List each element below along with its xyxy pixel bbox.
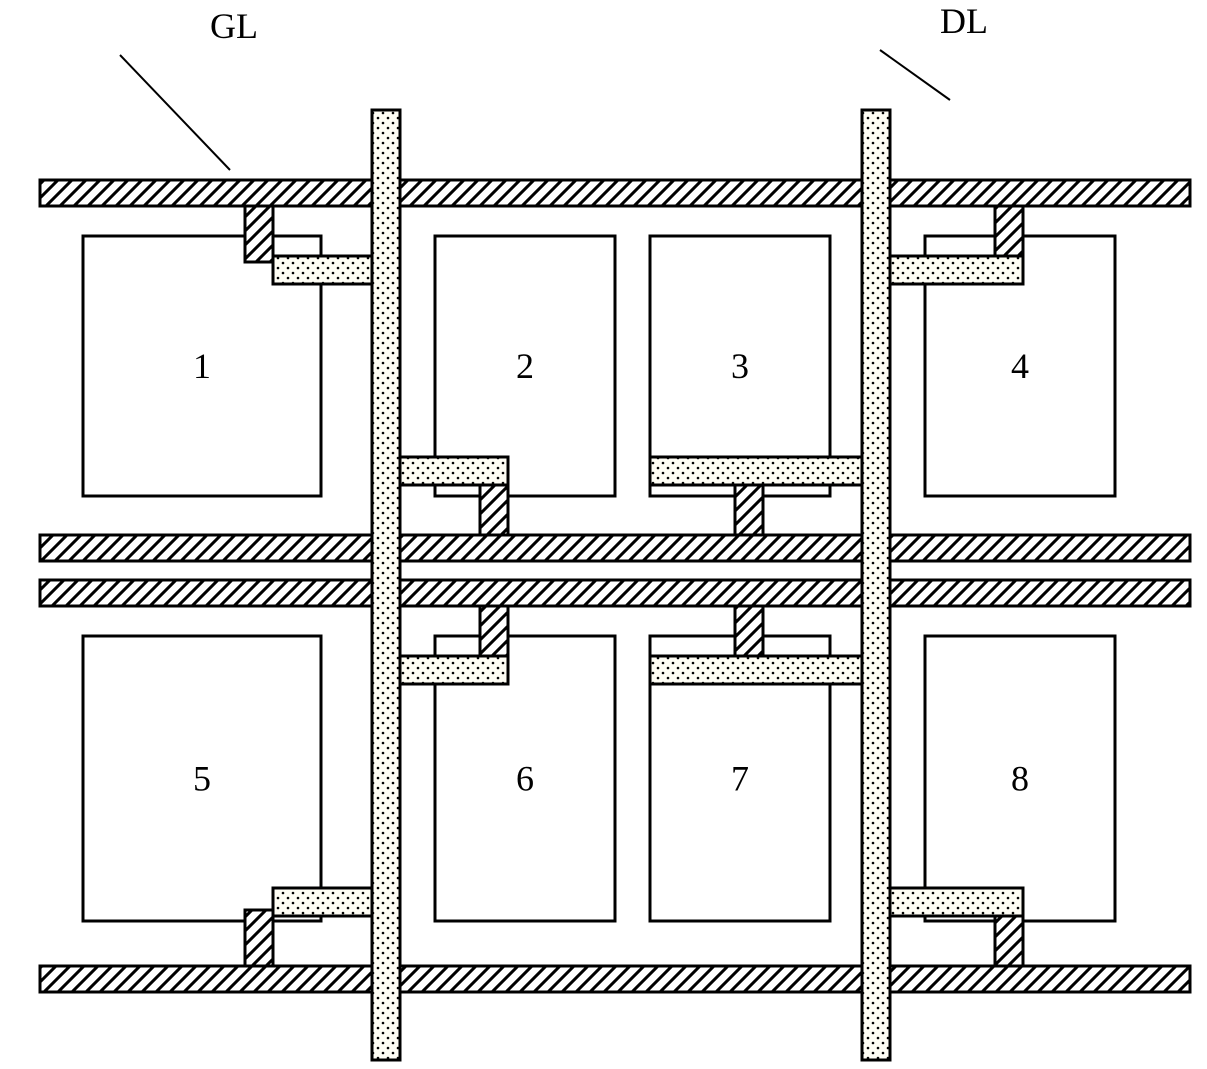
pixel-cell-label: 5 [193,759,211,799]
leader-dl [880,50,950,100]
gate-line [40,966,1190,992]
diagram-canvas: 1 2 3 4 5 6 7 8 GL DL [0,0,1207,1069]
diagram-svg: 1 2 3 4 5 6 7 8 [0,0,1207,1069]
tft-gate-stub [480,479,508,535]
label-gl: GL [210,5,258,47]
pixel-cell-label: 1 [193,346,211,386]
pixel-cell-label: 2 [516,346,534,386]
pixel-cell-label: 3 [731,346,749,386]
gate-line [40,580,1190,606]
data-line [862,110,890,1060]
tft-gate-stub [245,910,273,966]
pixel-cell-label: 4 [1011,346,1029,386]
tft-gate-stub [995,910,1023,966]
tft-gate-stub [995,206,1023,262]
pixel-cell-label: 8 [1011,759,1029,799]
tft-gate-stub [735,606,763,662]
gate-line [40,180,1190,206]
tft-gate-stub [480,606,508,662]
gate-line [40,535,1190,561]
label-dl: DL [940,0,988,42]
pixel-cell-label: 6 [516,759,534,799]
tft-gate-stub [245,206,273,262]
pixel-cell-label: 7 [731,759,749,799]
tft-data-connector [650,656,890,684]
tft-data-connector [650,457,890,485]
leader-gl [120,55,230,170]
tft-gate-stub [735,479,763,535]
data-line [372,110,400,1060]
